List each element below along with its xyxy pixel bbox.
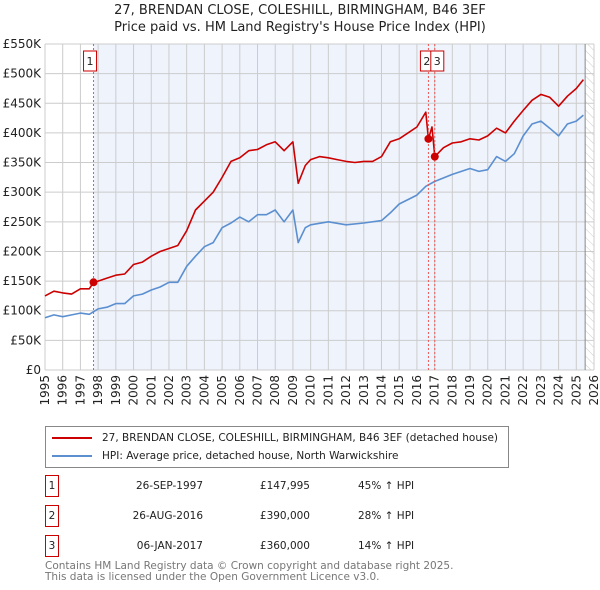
sale-date: 26-SEP-1997 (135, 480, 203, 492)
y-tick-label: £450K (3, 96, 43, 110)
legend-item-property: 27, BRENDAN CLOSE, COLESHILL, BIRMINGHAM… (52, 432, 498, 444)
footer-copyright: Contains HM Land Registry data © Crown c… (45, 560, 454, 572)
sale-hpi-change: 28% ↑ HPI (358, 510, 415, 522)
x-tick-label: 2013 (357, 375, 371, 406)
x-tick-label: 2022 (516, 375, 530, 406)
x-tick-label: 2014 (374, 375, 388, 406)
sale-marker-box (83, 50, 98, 72)
chart-title: 27, BRENDAN CLOSE, COLESHILL, BIRMINGHAM… (114, 3, 486, 18)
x-tick-label: 2018 (445, 375, 459, 406)
sale-hpi-change: 45% ↑ HPI (358, 480, 415, 492)
sale-row: 3 06-JAN-2017 £360,000 14% ↑ HPI (45, 535, 465, 557)
x-tick-label: 2026 (587, 375, 600, 406)
legend-label-property: 27, BRENDAN CLOSE, COLESHILL, BIRMINGHAM… (102, 432, 499, 444)
sale-marker-label: 3 (434, 55, 441, 68)
x-tick-label: 2023 (534, 375, 548, 406)
x-tick-label: 2011 (321, 375, 335, 406)
sale-hpi-change: 14% ↑ HPI (358, 540, 415, 552)
legend-label-hpi: HPI: Average price, detached house, Nort… (102, 450, 399, 462)
x-tick-label: 1995 (38, 375, 52, 406)
ownership-shade (93, 44, 586, 370)
sale-date: 26-AUG-2016 (132, 510, 203, 522)
x-tick-label: 1999 (109, 375, 123, 406)
sale-number: 3 (45, 535, 59, 557)
x-tick-label: 2025 (569, 375, 583, 406)
x-tick-label: 2004 (197, 375, 211, 406)
sale-number: 2 (45, 505, 59, 527)
x-tick-label: 2009 (286, 375, 300, 406)
sale-date: 06-JAN-2017 (136, 540, 203, 552)
y-tick-label: £500K (3, 67, 43, 81)
y-tick-label: £550K (3, 37, 43, 51)
x-tick-label: 2010 (304, 375, 318, 406)
legend-item-hpi: HPI: Average price, detached house, Nort… (52, 450, 398, 462)
sale-row: 2 26-AUG-2016 £390,000 28% ↑ HPI (45, 505, 465, 527)
x-tick-label: 1998 (91, 375, 105, 406)
x-tick-label: 2019 (463, 375, 477, 406)
x-tick-label: 2020 (481, 375, 495, 406)
sale-point (424, 134, 433, 143)
x-tick-label: 1997 (73, 375, 87, 406)
y-tick-label: £250K (3, 215, 43, 229)
x-tick-label: 2003 (180, 375, 194, 406)
y-tick-label: £50K (10, 333, 42, 347)
x-tick-label: 2005 (215, 375, 229, 406)
x-tick-label: 2002 (162, 375, 176, 406)
footer-licence: This data is licensed under the Open Gov… (45, 571, 380, 583)
sale-point (430, 152, 439, 161)
sale-price: £390,000 (259, 510, 310, 522)
property-price-line (44, 79, 585, 297)
sale-point (89, 278, 98, 287)
legend-swatch-blue (52, 455, 92, 457)
x-tick-label: 2012 (339, 375, 353, 406)
y-tick-label: £100K (3, 304, 43, 318)
sale-marker-label: 2 (423, 55, 430, 68)
x-tick-label: 2001 (144, 375, 158, 406)
sale-marker-box (430, 50, 445, 72)
sale-marker-label: 1 (87, 55, 94, 68)
x-tick-label: 2006 (233, 375, 247, 406)
future-hatch (585, 44, 594, 370)
price-chart: 1995 1996 1997 1998 1999 2000 2001 2002 2003 2004… (3, 37, 600, 406)
y-tick-label: £300K (3, 185, 43, 199)
x-tick-label: 2000 (127, 375, 141, 406)
y-tick-label: £150K (3, 274, 43, 288)
sale-price: £147,995 (259, 480, 310, 492)
legend-swatch-red (52, 437, 92, 439)
x-tick-label: 2007 (251, 375, 265, 406)
y-tick-label: £350K (3, 156, 43, 170)
x-tick-label: 2008 (268, 375, 282, 406)
x-tick-label: 2021 (498, 375, 512, 406)
y-tick-label: £400K (3, 126, 43, 140)
sale-number: 1 (45, 475, 59, 497)
legend: 27, BRENDAN CLOSE, COLESHILL, BIRMINGHAM… (45, 426, 509, 468)
x-tick-label: 2017 (428, 375, 442, 406)
y-tick-label: £0 (26, 363, 41, 377)
chart-subtitle: Price paid vs. HM Land Registry's House … (114, 20, 486, 35)
sale-row: 1 26-SEP-1997 £147,995 45% ↑ HPI (45, 475, 465, 497)
sale-price: £360,000 (259, 540, 310, 552)
y-tick-label: £200K (3, 244, 43, 258)
x-tick-label: 2024 (552, 375, 566, 406)
x-tick-label: 1996 (56, 375, 70, 406)
hpi-line (44, 114, 584, 319)
x-tick-label: 2015 (392, 375, 406, 406)
x-tick-label: 2016 (410, 375, 424, 406)
